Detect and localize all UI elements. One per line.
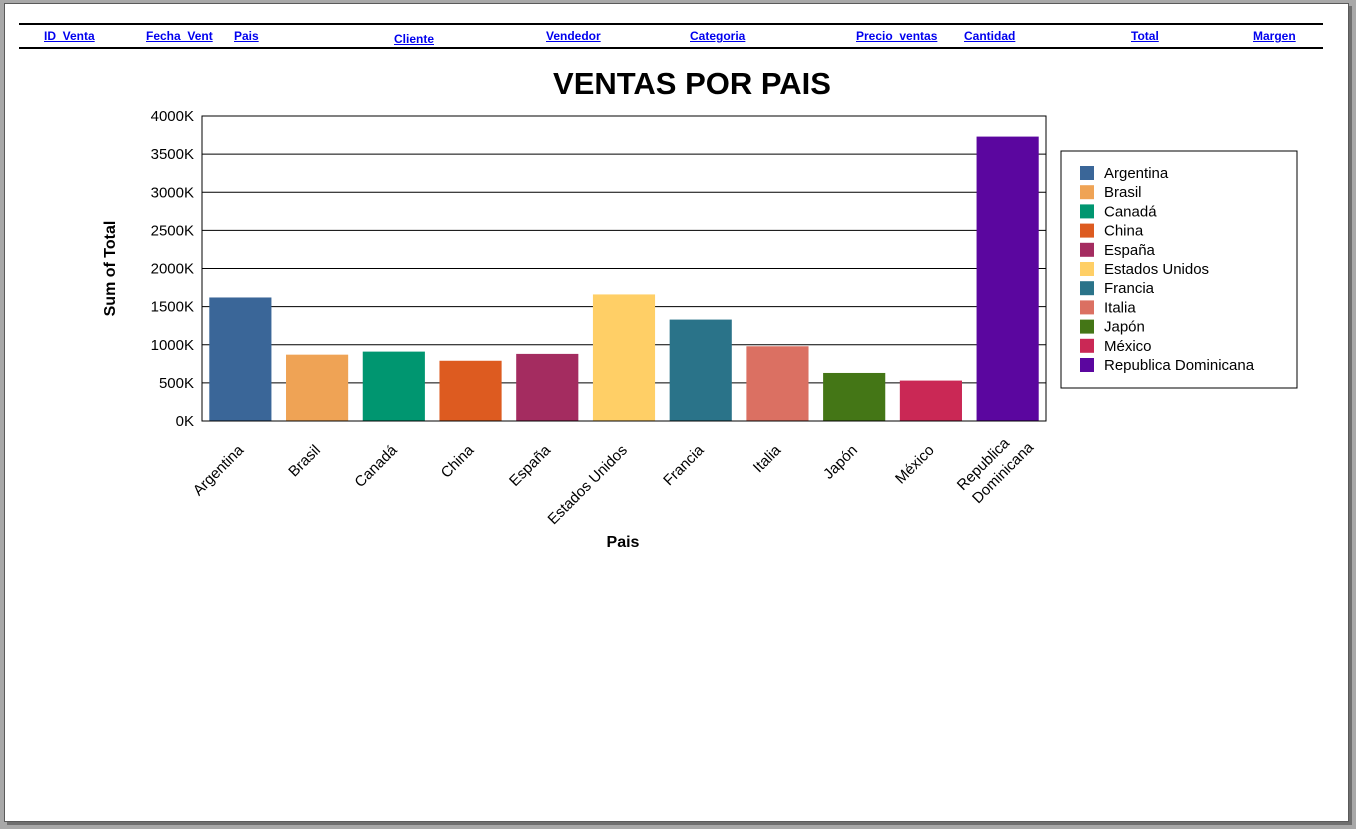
x-tick-label: Estados Unidos [545,442,631,528]
col-fecha-venta-link[interactable]: Fecha Vent [146,29,213,43]
legend-box [1060,150,1298,389]
legend-label: Japón [1104,319,1145,336]
legend-label: Canadá [1104,203,1157,220]
legend-swatch [1080,319,1094,334]
legend-label: Argentina [1104,165,1169,182]
y-tick-label: 3000K [151,184,194,201]
x-tick-label: Canadá [351,441,401,491]
legend-swatch [1080,223,1094,238]
col-total-link[interactable]: Total [1131,29,1159,43]
bar [976,136,1039,421]
bar [286,354,349,421]
bar [823,372,886,421]
x-tick-label: Italia [750,441,785,476]
plot-frame [201,115,1047,422]
col-categoria-link[interactable]: Categoria [690,29,746,43]
x-tick-label: Francia [660,441,708,489]
y-tick-label: 4000K [151,108,194,125]
legend-label: Francia [1104,280,1155,297]
legend-label: Italia [1104,299,1136,316]
legend: Argentina Brasil Canadá China España Estados … [1060,150,1298,389]
col-vendedor-link[interactable]: Vendedor [546,29,601,43]
y-tick-label: 0K [176,413,194,430]
x-axis-title: Pais [607,534,640,551]
bar [209,297,272,421]
col-margen-link[interactable]: Margen [1253,29,1296,43]
legend-swatch [1080,300,1094,315]
col-id-venta-link[interactable]: ID Venta [44,29,95,43]
legend-swatch [1080,262,1094,276]
legend-swatch [1080,281,1094,296]
legend-label: España [1104,242,1156,259]
col-cliente-link[interactable]: Cliente [394,32,435,46]
legend-swatch [1080,166,1094,180]
legend-swatch [1080,185,1094,200]
legend-swatch [1080,338,1094,353]
legend-label: Brasil [1104,184,1142,201]
y-tick-label: 500K [159,375,194,392]
x-tick-label: Brasil [285,442,324,481]
x-tick-label: México [892,442,938,488]
x-tick-label: RepublicaDominicana [954,424,1038,508]
y-tick-label: 3500K [151,146,194,163]
bar-chart: VENTAS POR PAIS 0K 500K 1000K 1500K 2000K 250… [102,66,1298,551]
column-header-bar: ID Venta Fecha Vent Pais Cliente Vendedo… [19,23,1323,49]
y-tick-label: 2000K [151,261,194,278]
legend-label: Estados Unidos [1104,261,1209,278]
bar [439,360,502,421]
col-pais-link[interactable]: Pais [234,29,259,43]
y-tick-label: 1500K [151,299,194,316]
legend-swatch [1080,358,1094,372]
bar [592,294,656,421]
y-tick-label: 2500K [151,222,194,239]
legend-swatch [1080,204,1094,219]
legend-label: China [1104,223,1144,240]
bar [362,351,425,421]
x-tick-label: Argentina [190,441,248,499]
y-tick-label: 1000K [151,337,194,354]
x-tick-label: España [506,441,554,489]
y-axis-title: Sum of Total [102,221,119,317]
legend-label: Republica Dominicana [1104,357,1255,374]
report-page: ID Venta Fecha Vent Pais Cliente Vendedo… [4,3,1349,822]
bar [516,353,579,421]
col-cantidad-link[interactable]: Cantidad [964,29,1016,43]
legend-label: México [1104,338,1152,355]
chart-title: VENTAS POR PAIS [553,66,831,101]
x-tick-label: Japón [820,442,861,483]
bar [669,319,732,421]
bar [746,346,809,421]
bar [899,380,962,421]
legend-swatch [1080,242,1094,257]
x-tick-label: China [438,441,478,481]
col-precio-ventas-link[interactable]: Precio ventas [856,29,938,43]
